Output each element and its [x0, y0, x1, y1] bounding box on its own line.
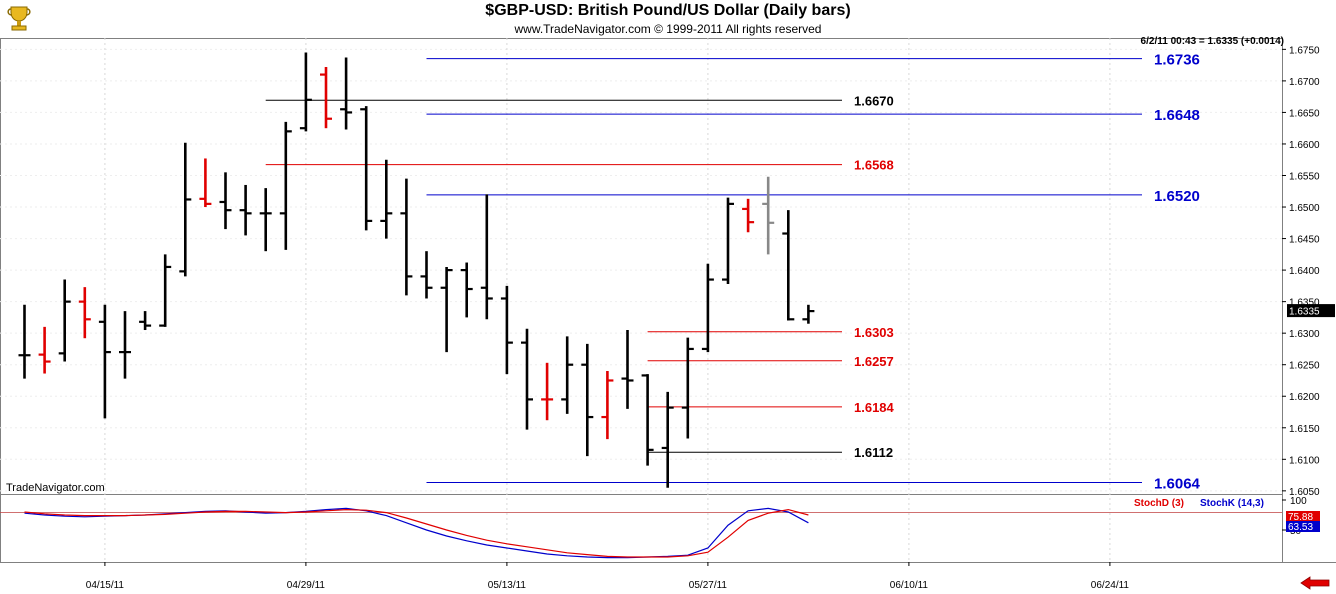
y-tick-label: 1.6350 — [1289, 298, 1320, 309]
level-label: 1.6736 — [1154, 52, 1200, 69]
level-label: 1.6257 — [854, 354, 894, 369]
level-label: 1.6670 — [854, 93, 894, 108]
ohlc-bar — [139, 311, 152, 331]
ohlc-bar — [480, 194, 493, 320]
ohlc-bar — [219, 172, 232, 230]
ohlc-bar — [601, 371, 614, 440]
ohlc-bar — [742, 198, 755, 233]
level-label: 1.6648 — [1154, 107, 1200, 124]
y-tick-label: 1.6400 — [1289, 266, 1320, 277]
ohlc-bar — [541, 362, 554, 421]
plot-border — [0, 38, 1283, 563]
x-tick-label: 04/15/11 — [86, 580, 125, 591]
stoch-k-line — [24, 507, 809, 559]
ohlc-bar — [561, 336, 574, 414]
ohlc-bar — [521, 328, 533, 430]
ohlc-bar — [440, 266, 453, 353]
ohlc-bar — [661, 391, 674, 488]
chart-title: $GBP-USD: British Pound/US Dollar (Daily… — [485, 2, 851, 19]
ohlc-bar — [581, 343, 594, 457]
ohlc-bar — [279, 121, 292, 250]
ohlc-bar — [18, 304, 31, 379]
stoch-k-value-box — [1286, 521, 1320, 532]
ohlc-bar — [400, 178, 413, 296]
ohlc-bar — [380, 159, 393, 239]
y-tick-label: 1.6100 — [1289, 455, 1320, 466]
stoch-d-value-box — [1286, 511, 1320, 522]
y-tick-label: 1.6600 — [1289, 140, 1320, 151]
level-label: 1.6303 — [854, 325, 894, 340]
chart-subtitle: www.TradeNavigator.com © 1999-2011 All r… — [514, 22, 822, 36]
ohlc-bar — [621, 330, 634, 409]
ohlc-bar — [299, 52, 312, 132]
stoch-y-tick-label: 100 — [1290, 496, 1307, 507]
date-axis: 04/15/11 04/29/11 05/13/11 05/27/11 06/10/11… — [86, 562, 1130, 591]
ohlc-bar — [802, 304, 815, 324]
ohlc-bar — [78, 287, 91, 339]
last-price-label: 1.6335 — [1289, 307, 1320, 318]
y-tick-label: 1.6150 — [1289, 424, 1320, 435]
price-axis: 1.6750 1.6700 1.6650 1.6600 1.6550 1.6500 1.64… — [1282, 45, 1335, 498]
x-tick-label: 05/27/11 — [689, 580, 728, 591]
y-tick-label: 1.6250 — [1289, 361, 1320, 372]
ohlc-bar — [500, 285, 513, 375]
x-tick-label: 06/10/11 — [890, 580, 929, 591]
y-tick-label: 1.6650 — [1289, 108, 1320, 119]
stoch-d-value: 75.88 — [1288, 512, 1313, 523]
y-tick-label: 1.6750 — [1289, 45, 1320, 56]
legend-stoch-k: StochK (14,3) — [1200, 498, 1264, 509]
ohlc-bar — [420, 251, 433, 299]
level-label: 1.6064 — [1154, 476, 1201, 493]
ohlc-bar — [239, 184, 252, 236]
ohlc-bar — [259, 188, 272, 252]
stoch-k-value: 63.53 — [1288, 522, 1313, 533]
level-label: 1.6184 — [854, 400, 895, 415]
last-price-box — [1287, 304, 1335, 318]
ohlc-bar — [58, 279, 71, 362]
ohlc-bar — [360, 106, 373, 231]
x-tick-label: 04/29/11 — [287, 580, 326, 591]
last-quote: 6/2/11 00:43 = 1.6335 (+0.0014) — [1140, 36, 1284, 47]
watermark: TradeNavigator.com — [6, 482, 105, 494]
level-lines: 1.6736 1.6670 1.6648 1.6568 1.6520 1.6303 1.62… — [265, 52, 1201, 493]
ohlc-bar — [340, 57, 353, 130]
ohlc-bar — [159, 254, 172, 327]
y-tick-label: 1.6200 — [1289, 392, 1320, 403]
ohlc-bar — [782, 210, 795, 321]
y-tick-label: 1.6050 — [1289, 487, 1320, 498]
ohlc-bar — [320, 67, 332, 129]
ohlc-bar — [460, 262, 473, 318]
x-tick-label: 05/13/11 — [488, 580, 527, 591]
ohlc-bar — [722, 197, 734, 284]
y-tick-label: 1.6550 — [1289, 171, 1320, 182]
ohlc-bar — [199, 158, 212, 208]
ohlc-bar — [98, 304, 111, 419]
ohlc-bars — [18, 52, 815, 488]
ohlc-bar — [762, 176, 775, 255]
ohlc-bar — [119, 311, 131, 379]
ohlc-bar — [681, 337, 694, 439]
level-label: 1.6112 — [854, 445, 893, 460]
grid-lines — [0, 38, 1282, 562]
x-tick-label: 06/24/11 — [1091, 580, 1130, 591]
y-tick-label: 1.6500 — [1289, 203, 1320, 214]
ohlc-bar — [38, 326, 51, 374]
level-label: 1.6520 — [1154, 188, 1200, 205]
y-tick-label: 1.6300 — [1289, 329, 1320, 340]
ohlc-bar — [641, 374, 654, 466]
trophy-logo-icon — [7, 6, 31, 31]
ohlc-bar — [701, 263, 714, 353]
legend-stoch-d: StochD (3) — [1134, 498, 1184, 509]
level-label: 1.6568 — [854, 158, 894, 173]
y-tick-label: 1.6700 — [1289, 77, 1320, 88]
back-arrow-icon[interactable] — [1300, 576, 1330, 590]
stoch-d-line — [24, 508, 809, 558]
ohlc-bar — [179, 142, 192, 277]
y-tick-label: 1.6450 — [1289, 235, 1320, 246]
